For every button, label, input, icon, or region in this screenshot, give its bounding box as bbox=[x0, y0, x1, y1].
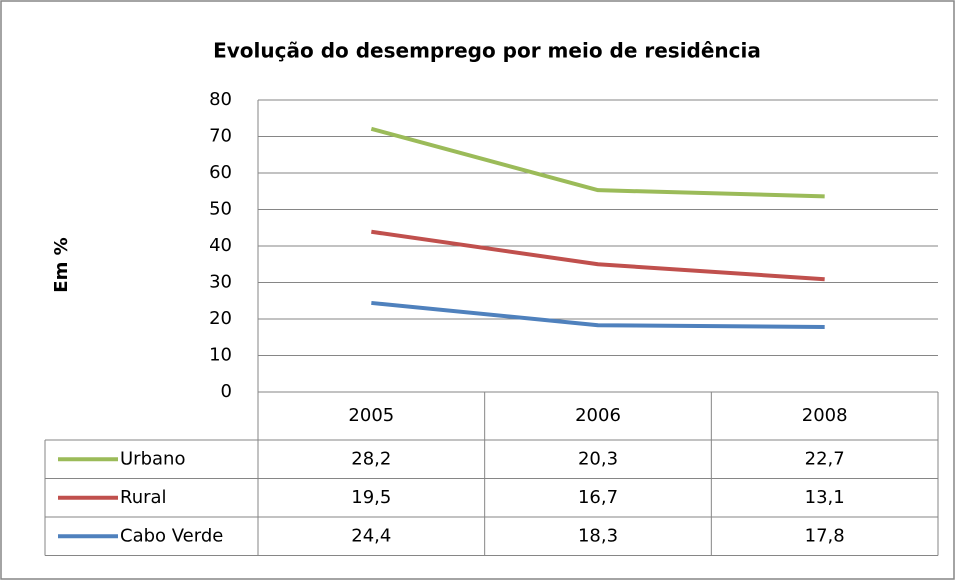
x-tick-label: 2006 bbox=[575, 405, 621, 426]
y-tick-label: 10 bbox=[209, 345, 232, 366]
table-value: 13,1 bbox=[805, 487, 845, 508]
y-axis-label: Em % bbox=[51, 237, 72, 292]
y-tick-label: 20 bbox=[209, 308, 232, 329]
table-value: 20,3 bbox=[578, 448, 618, 469]
table-value: 18,3 bbox=[578, 525, 618, 546]
legend-label: Cabo Verde bbox=[120, 525, 223, 546]
series-line bbox=[371, 229, 825, 282]
y-tick-label: 0 bbox=[221, 381, 232, 402]
series-line bbox=[370, 126, 825, 199]
y-tick-label: 30 bbox=[209, 272, 232, 293]
y-tick-label: 70 bbox=[209, 126, 232, 147]
table-value: 19,5 bbox=[351, 487, 391, 508]
chart-title: Evolução do desemprego por meio de resid… bbox=[213, 39, 761, 63]
table-value: 16,7 bbox=[578, 487, 618, 508]
y-tick-label: 50 bbox=[209, 199, 232, 220]
table-value: 24,4 bbox=[351, 525, 391, 546]
legend-label: Rural bbox=[120, 487, 167, 508]
x-tick-label: 2005 bbox=[348, 405, 394, 426]
table-value: 28,2 bbox=[351, 448, 391, 469]
x-tick-label: 2008 bbox=[802, 405, 848, 426]
y-tick-label: 40 bbox=[209, 235, 232, 256]
y-tick-label: 60 bbox=[209, 162, 232, 183]
legend-label: Urbano bbox=[120, 448, 185, 469]
table-value: 22,7 bbox=[805, 448, 845, 469]
series-line bbox=[371, 300, 825, 330]
y-tick-label: 80 bbox=[209, 89, 232, 110]
table-value: 17,8 bbox=[805, 525, 845, 546]
